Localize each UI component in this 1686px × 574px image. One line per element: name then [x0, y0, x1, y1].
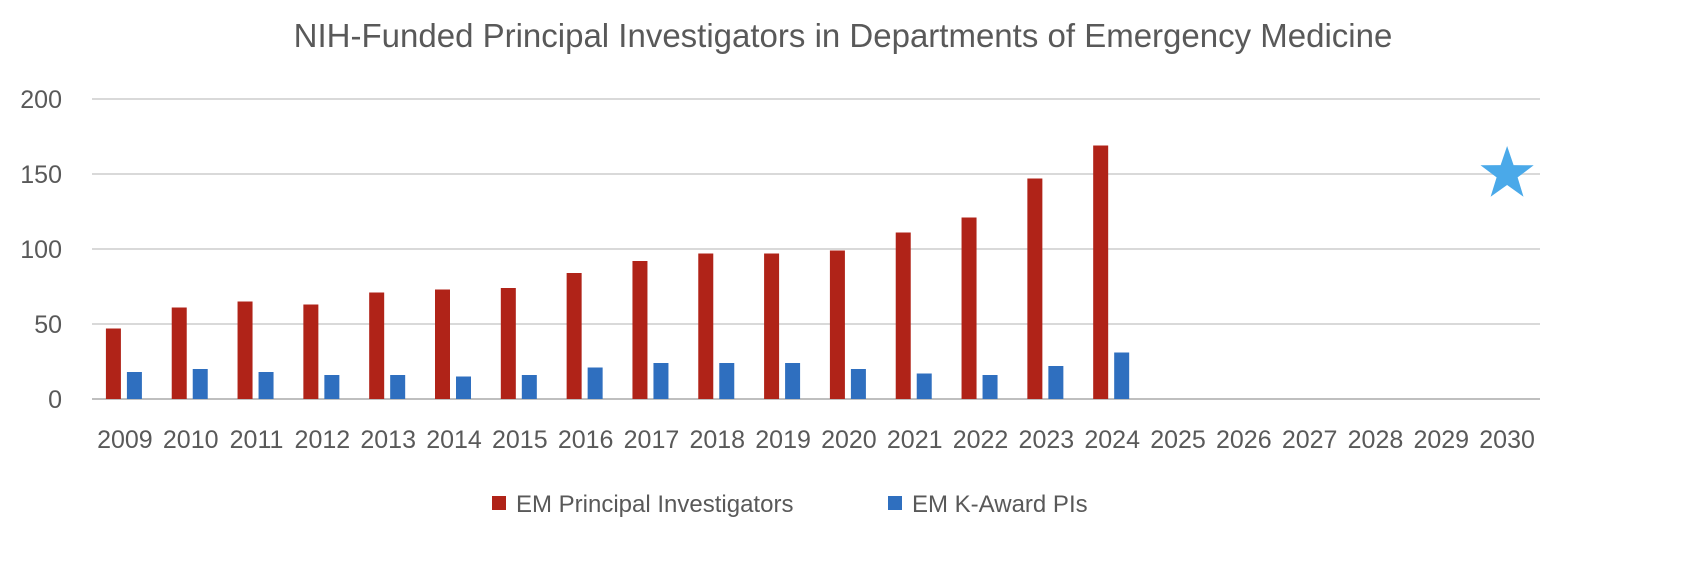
x-tick-label: 2016: [558, 426, 614, 454]
legend-label-em-principal-investigators: EM Principal Investigators: [516, 491, 793, 518]
bar-em-principal-investigators: [105, 328, 121, 399]
legend: EM Principal Investigators EM K-Award PI…: [492, 491, 1088, 518]
legend-swatch-em-k-award-pis: [888, 496, 902, 510]
bar-em-principal-investigators: [632, 261, 648, 399]
bar-em-principal-investigators: [698, 253, 714, 399]
y-tick-label: 150: [20, 161, 62, 189]
bars: [105, 145, 1130, 399]
x-tick-label: 2017: [624, 426, 680, 454]
bar-em-k-award-pis: [1114, 352, 1130, 399]
x-tick-label: 2030: [1479, 426, 1535, 454]
x-tick-label: 2022: [953, 426, 1009, 454]
bar-em-k-award-pis: [192, 369, 208, 399]
x-tick-label: 2021: [887, 426, 943, 454]
annotations: [1480, 146, 1534, 197]
x-axis: 2009 2010 2011 2012 2013 2014 2015 2016 2017 2018…: [97, 426, 1535, 454]
bar-em-principal-investigators: [829, 250, 845, 399]
x-tick-label: 2015: [492, 426, 548, 454]
x-tick-label: 2025: [1150, 426, 1206, 454]
x-tick-label: 2009: [97, 426, 153, 454]
y-axis: 0 50 100 150 200: [20, 86, 62, 414]
bar-em-k-award-pis: [1048, 366, 1064, 399]
bar-em-k-award-pis: [982, 375, 998, 399]
x-tick-label: 2024: [1084, 426, 1140, 454]
x-tick-label: 2023: [1019, 426, 1075, 454]
bar-em-principal-investigators: [369, 292, 385, 399]
bar-em-k-award-pis: [126, 372, 142, 399]
bar-em-principal-investigators: [764, 253, 780, 399]
y-tick-label: 50: [34, 311, 62, 339]
bar-em-principal-investigators: [895, 232, 911, 399]
bar-em-principal-investigators: [1027, 178, 1043, 399]
x-tick-label: 2020: [821, 426, 877, 454]
x-tick-label: 2014: [426, 426, 482, 454]
bar-em-k-award-pis: [653, 363, 669, 399]
x-tick-label: 2011: [230, 426, 284, 454]
x-tick-label: 2026: [1216, 426, 1272, 454]
y-tick-label: 100: [20, 236, 62, 264]
legend-swatch-em-principal-investigators: [492, 496, 506, 510]
bar-em-k-award-pis: [785, 363, 801, 399]
legend-label-em-k-award-pis: EM K-Award PIs: [912, 491, 1088, 518]
x-tick-label: 2019: [755, 426, 811, 454]
bar-em-k-award-pis: [916, 373, 932, 399]
y-tick-label: 0: [48, 386, 62, 414]
x-tick-label: 2018: [689, 426, 745, 454]
bar-em-k-award-pis: [390, 375, 406, 399]
bar-em-principal-investigators: [1093, 145, 1109, 399]
y-tick-label: 200: [20, 86, 62, 114]
star-icon: [1480, 146, 1534, 197]
bar-em-k-award-pis: [521, 375, 537, 399]
gridlines: [92, 98, 1540, 400]
bar-em-k-award-pis: [456, 376, 471, 399]
bar-em-k-award-pis: [850, 369, 866, 399]
chart-title: NIH-Funded Principal Investigators in De…: [294, 17, 1393, 54]
x-tick-label: 2027: [1282, 426, 1338, 454]
bar-em-principal-investigators: [566, 273, 582, 399]
bar-em-principal-investigators: [303, 304, 319, 399]
x-tick-label: 2010: [163, 426, 219, 454]
x-tick-label: 2012: [295, 426, 351, 454]
bar-em-principal-investigators: [237, 301, 253, 399]
bar-em-k-award-pis: [587, 367, 603, 399]
bar-em-principal-investigators: [500, 288, 516, 399]
bar-em-principal-investigators: [435, 289, 450, 399]
bar-em-k-award-pis: [258, 372, 274, 399]
x-tick-label: 2028: [1348, 426, 1404, 454]
bar-em-k-award-pis: [719, 363, 735, 399]
x-tick-label: 2029: [1413, 426, 1469, 454]
bar-em-principal-investigators: [961, 217, 977, 399]
bar-em-k-award-pis: [324, 375, 340, 399]
bar-em-principal-investigators: [171, 307, 187, 399]
x-tick-label: 2013: [360, 426, 416, 454]
